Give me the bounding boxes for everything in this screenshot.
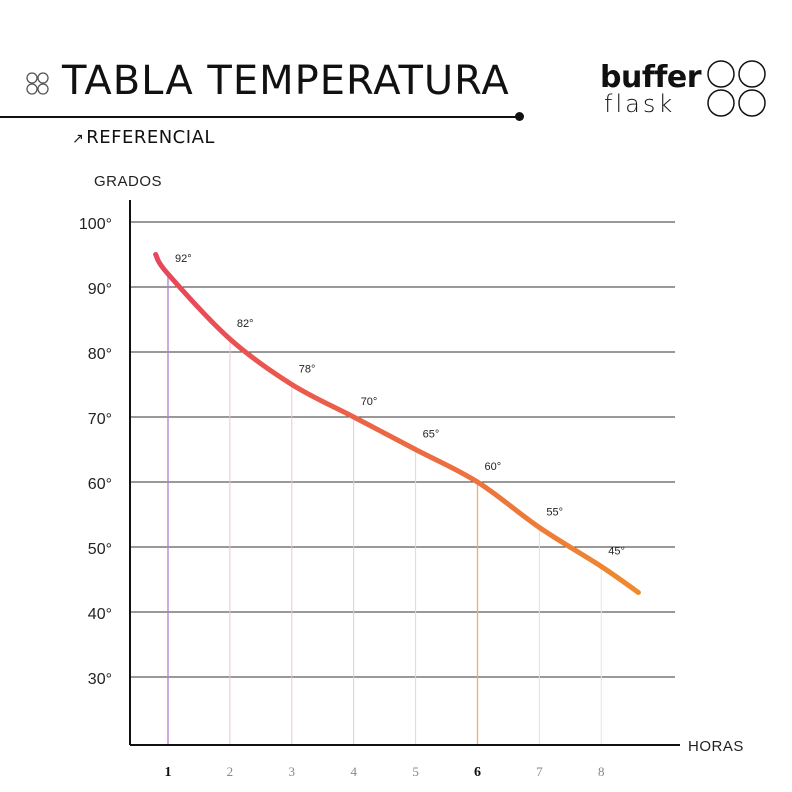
y-tick-label: 90°: [88, 281, 112, 298]
data-label: 92°: [175, 253, 192, 265]
data-label: 65°: [423, 429, 440, 441]
x-tick-label: 2: [227, 764, 234, 779]
x-tick-label: 1: [165, 765, 172, 780]
x-tick-label: 6: [474, 765, 481, 780]
y-tick-label: 60°: [88, 476, 112, 493]
title-underline: [0, 116, 520, 118]
logo-word-flask: flask: [604, 90, 676, 118]
title-underline-dot: [515, 112, 524, 121]
page-title: TABLA TEMPERATURA: [62, 58, 510, 104]
data-label: 55°: [546, 507, 563, 519]
y-tick-label: 80°: [88, 346, 112, 363]
logo-word-buffer: buffer: [600, 60, 702, 95]
y-tick-label: 100°: [79, 216, 112, 233]
x-tick-label: 4: [350, 764, 357, 779]
y-tick-label: 50°: [88, 541, 112, 558]
logo-circles-icon: [707, 60, 766, 117]
y-axis-title: GRADOS: [94, 173, 162, 190]
circles-icon: [26, 72, 49, 95]
x-tick-label: 8: [598, 764, 605, 779]
y-tick-label: 30°: [88, 671, 112, 688]
x-tick-label: 7: [536, 764, 543, 779]
x-axis-title: HORAS: [688, 738, 744, 755]
temperature-line: [153, 252, 641, 595]
y-tick-label: 40°: [88, 606, 112, 623]
arrow-icon: ↗: [72, 131, 85, 147]
y-tick-label: 70°: [88, 411, 112, 428]
data-label: 70°: [361, 396, 378, 408]
data-label: 78°: [299, 364, 316, 376]
data-label: 45°: [608, 546, 625, 558]
x-tick-label: 3: [289, 764, 296, 779]
subtitle-text: REFERENCIAL: [86, 127, 215, 148]
x-tick-label: 5: [412, 764, 419, 779]
data-label: 60°: [485, 461, 502, 473]
subtitle: ↗ REFERENCIAL: [72, 127, 215, 148]
data-label: 82°: [237, 318, 254, 330]
